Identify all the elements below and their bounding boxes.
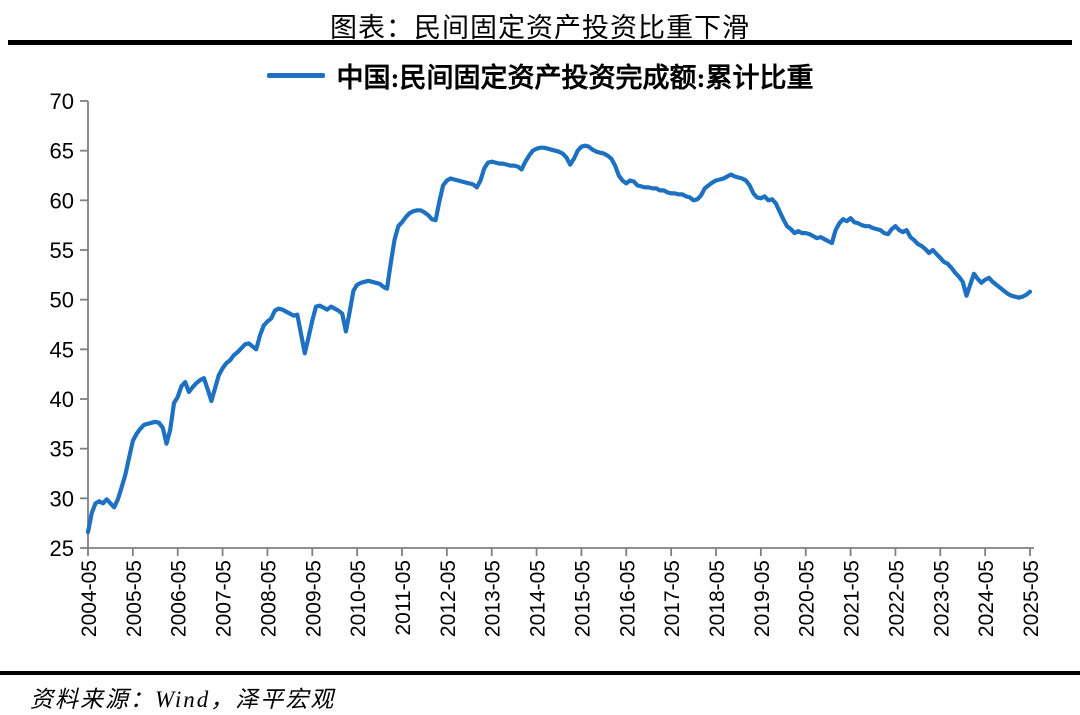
- y-tick-label: 55: [50, 238, 74, 263]
- y-tick-label: 40: [50, 387, 74, 412]
- x-tick-label: 2017-05: [661, 560, 684, 637]
- y-tick-label: 45: [50, 337, 74, 362]
- page-title: 图表：民间固定资产投资比重下滑: [330, 13, 750, 43]
- x-tick-label: 2021-05: [841, 560, 864, 637]
- x-tick-label: 2016-05: [616, 560, 639, 637]
- x-tick-label: 2009-05: [302, 560, 325, 637]
- x-tick-label: 2014-05: [527, 560, 550, 637]
- x-tick-label: 2018-05: [706, 560, 729, 637]
- y-tick-label: 60: [50, 188, 74, 213]
- x-tick-label: 2006-05: [168, 560, 191, 637]
- y-tick-label: 65: [50, 139, 74, 164]
- y-tick-label: 35: [50, 437, 74, 462]
- y-tick-label: 70: [50, 89, 74, 114]
- x-tick-label: 2023-05: [930, 560, 953, 637]
- legend: 中国:民间固定资产投资完成额:累计比重: [0, 56, 1080, 95]
- x-tick-label: 2012-05: [437, 560, 460, 637]
- x-tick-label: 2025-05: [1020, 560, 1043, 637]
- x-tick-label: 2024-05: [975, 560, 998, 637]
- y-tick-label: 50: [50, 288, 74, 313]
- x-tick-label: 2008-05: [257, 560, 280, 637]
- x-tick-label: 2004-05: [78, 560, 101, 637]
- top-divider: [8, 40, 1072, 45]
- legend-label: 中国:民间固定资产投资完成额:累计比重: [336, 63, 814, 93]
- x-tick-label: 2005-05: [123, 560, 146, 637]
- x-tick-label: 2013-05: [482, 560, 505, 637]
- source-note: 资料来源：Wind，泽平宏观: [30, 687, 336, 712]
- x-tick-label: 2019-05: [751, 560, 774, 637]
- x-tick-label: 2007-05: [213, 560, 236, 637]
- x-tick-label: 2015-05: [571, 560, 594, 637]
- bottom-divider: [0, 671, 1080, 675]
- series-line: [85, 143, 1033, 535]
- x-tick-label: 2020-05: [796, 560, 819, 637]
- x-tick-label: 2022-05: [885, 560, 908, 637]
- x-tick-label: 2010-05: [347, 560, 370, 637]
- y-tick-label: 25: [50, 536, 74, 561]
- x-tick-label: 2011-05: [392, 560, 415, 636]
- legend-line-marker: [266, 73, 325, 78]
- y-tick-label: 30: [50, 486, 74, 511]
